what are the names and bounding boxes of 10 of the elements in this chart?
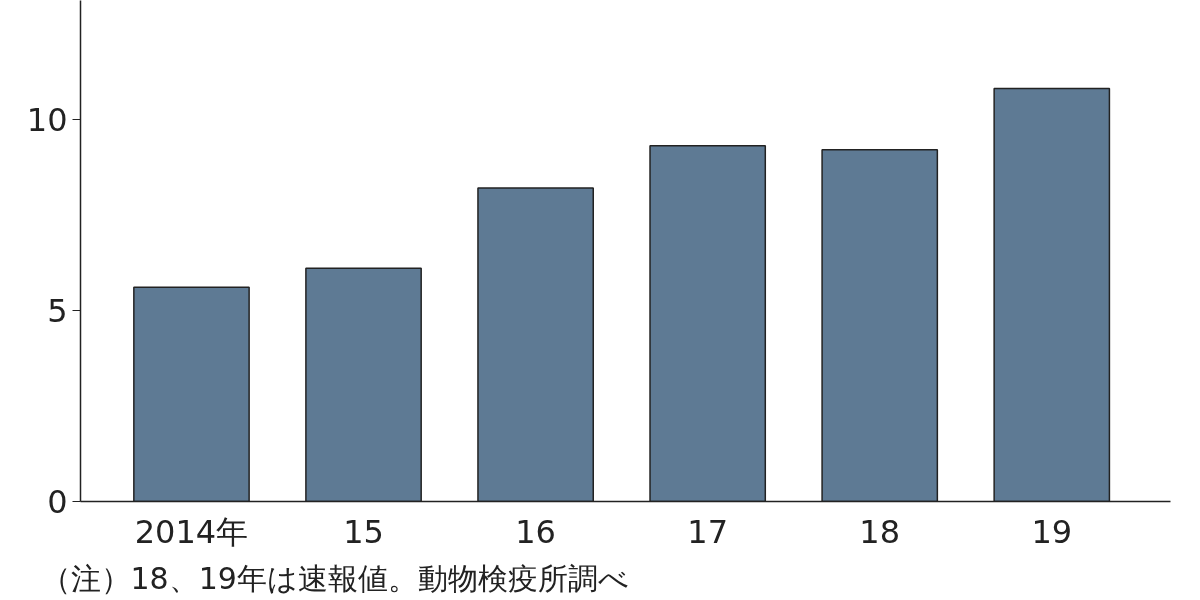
x-tick-label: 16 bbox=[515, 512, 556, 551]
x-tick-label: 17 bbox=[687, 512, 729, 551]
x-tick-label: 15 bbox=[343, 512, 384, 551]
x-tick-label: 18 bbox=[859, 512, 901, 551]
y-tick-label: 10 bbox=[26, 100, 68, 139]
y-tick-label: 5 bbox=[47, 291, 68, 330]
x-tick-label: 2014年 bbox=[134, 512, 249, 551]
text: （注）18、19年は速報値。動物検疫所調べ bbox=[40, 560, 629, 596]
x-tick-label: 19 bbox=[1031, 512, 1073, 551]
y-tick-label: 0 bbox=[47, 483, 68, 521]
